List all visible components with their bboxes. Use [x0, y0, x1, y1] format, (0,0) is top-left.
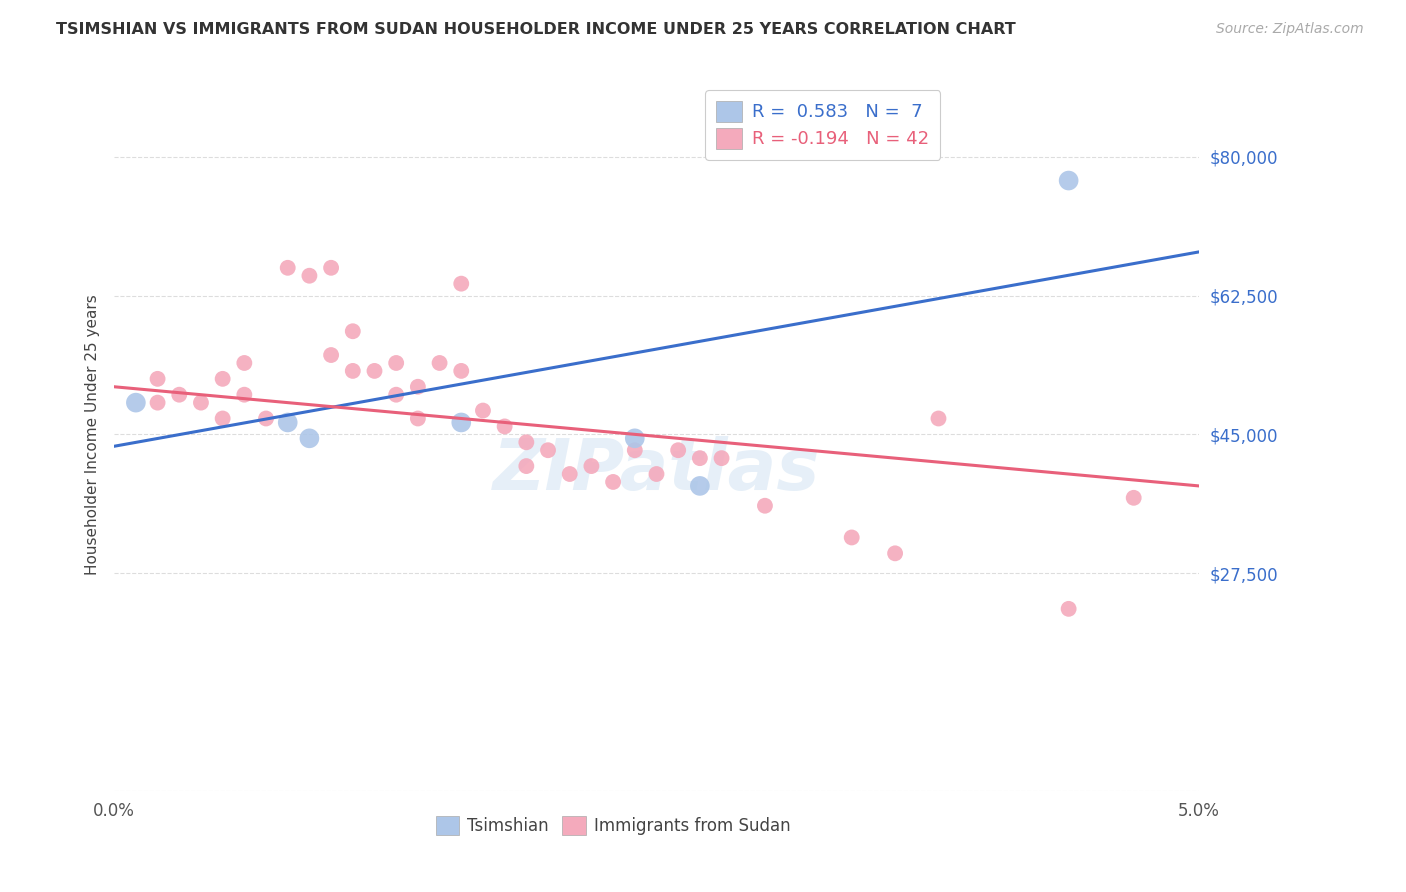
Point: [277, 260, 299, 275]
Point: [406, 411, 429, 425]
Point: [190, 395, 212, 409]
Point: [1122, 491, 1144, 505]
Point: [319, 260, 342, 275]
Point: [666, 443, 689, 458]
Point: [1057, 602, 1080, 616]
Text: Source: ZipAtlas.com: Source: ZipAtlas.com: [1216, 22, 1364, 37]
Point: [167, 387, 190, 401]
Point: [342, 364, 364, 378]
Point: [125, 395, 148, 409]
Point: [754, 499, 776, 513]
Point: [515, 459, 537, 474]
Point: [385, 387, 408, 401]
Point: [277, 416, 299, 430]
Point: [623, 443, 645, 458]
Point: [342, 324, 364, 338]
Point: [254, 411, 277, 425]
Point: [623, 431, 645, 445]
Point: [581, 459, 603, 474]
Point: [211, 411, 233, 425]
Point: [884, 546, 907, 560]
Point: [211, 372, 233, 386]
Text: TSIMSHIAN VS IMMIGRANTS FROM SUDAN HOUSEHOLDER INCOME UNDER 25 YEARS CORRELATION: TSIMSHIAN VS IMMIGRANTS FROM SUDAN HOUSE…: [56, 22, 1017, 37]
Point: [233, 356, 256, 370]
Point: [602, 475, 624, 489]
Point: [146, 372, 169, 386]
Point: [319, 348, 342, 362]
Point: [494, 419, 516, 434]
Point: [689, 479, 711, 493]
Point: [689, 451, 711, 466]
Point: [233, 387, 256, 401]
Point: [406, 380, 429, 394]
Point: [363, 364, 385, 378]
Point: [841, 531, 863, 545]
Point: [385, 356, 408, 370]
Point: [429, 356, 451, 370]
Point: [298, 268, 321, 283]
Point: [710, 451, 733, 466]
Point: [515, 435, 537, 450]
Point: [450, 277, 472, 291]
Point: [537, 443, 560, 458]
Point: [450, 416, 472, 430]
Point: [645, 467, 668, 481]
Text: ZIPatlas: ZIPatlas: [492, 435, 820, 505]
Point: [558, 467, 581, 481]
Y-axis label: Householder Income Under 25 years: Householder Income Under 25 years: [86, 294, 100, 574]
Point: [471, 403, 494, 417]
Legend: Tsimshian, Immigrants from Sudan: Tsimshian, Immigrants from Sudan: [427, 807, 799, 844]
Point: [1057, 173, 1080, 187]
Point: [146, 395, 169, 409]
Point: [450, 364, 472, 378]
Point: [927, 411, 949, 425]
Point: [298, 431, 321, 445]
